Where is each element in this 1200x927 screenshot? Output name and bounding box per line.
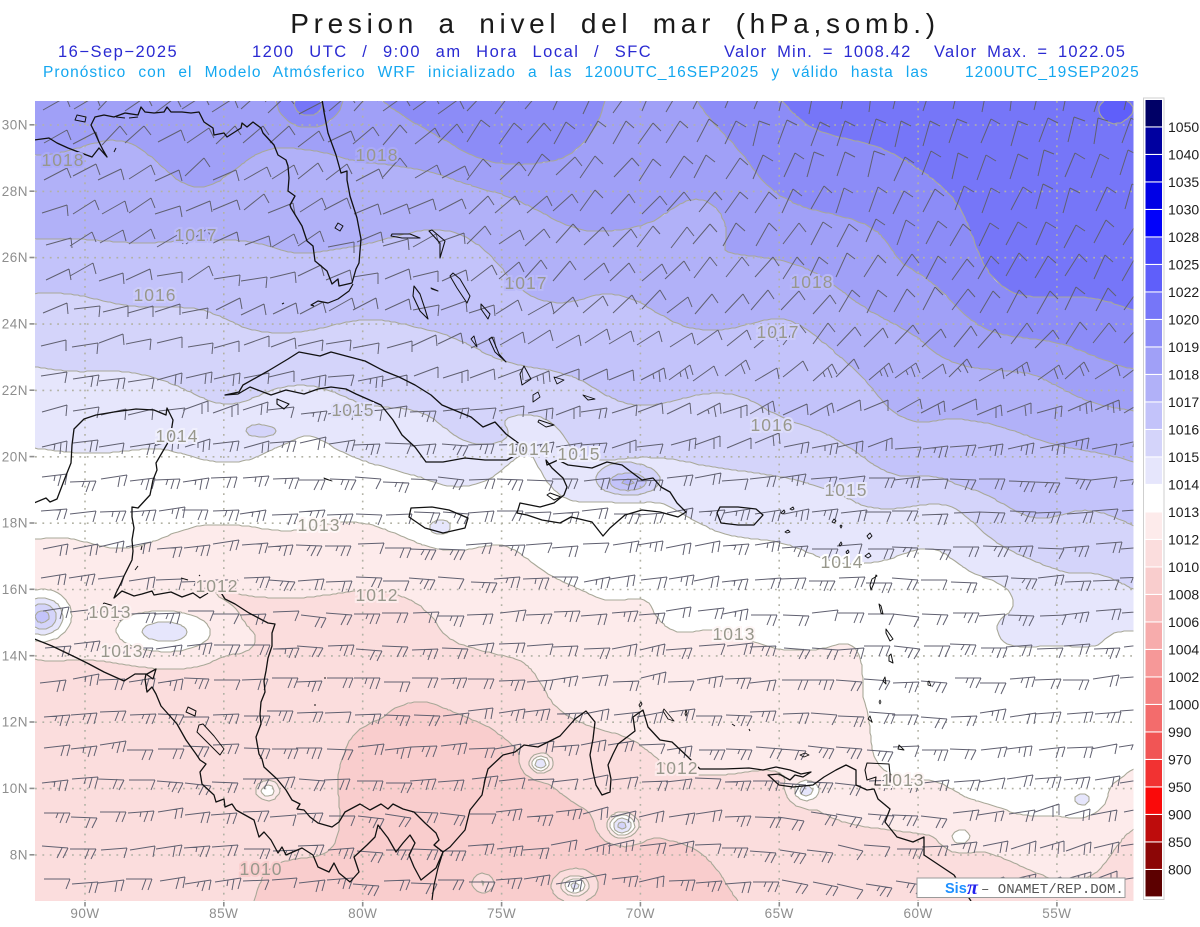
svg-text:1030: 1030: [1168, 202, 1199, 218]
svg-text:1014: 1014: [1168, 477, 1199, 493]
svg-text:1013: 1013: [298, 515, 341, 535]
svg-text:1016: 1016: [751, 415, 794, 435]
svg-text:75W: 75W: [487, 906, 516, 921]
svg-text:85W: 85W: [209, 906, 238, 921]
svg-text:1012: 1012: [1168, 532, 1199, 548]
svg-text:800: 800: [1168, 862, 1192, 878]
svg-text:– ONAMET/REP.DOM.: – ONAMET/REP.DOM.: [981, 882, 1124, 898]
svg-text:20N: 20N: [2, 449, 28, 464]
svg-text:22N: 22N: [2, 383, 28, 398]
svg-text:950: 950: [1168, 779, 1192, 795]
svg-text:1004: 1004: [1168, 642, 1199, 658]
svg-text:970: 970: [1168, 752, 1192, 768]
svg-text:1012: 1012: [196, 576, 239, 596]
svg-text:1017: 1017: [757, 322, 800, 342]
svg-text:1018: 1018: [791, 272, 834, 292]
svg-text:1022: 1022: [1168, 284, 1199, 300]
svg-text:24N: 24N: [2, 317, 28, 332]
svg-text:1012: 1012: [356, 585, 399, 605]
svg-text:1014: 1014: [508, 439, 551, 459]
svg-text:1028: 1028: [1168, 229, 1199, 245]
svg-text:30N: 30N: [2, 118, 28, 133]
svg-text:900: 900: [1168, 807, 1192, 823]
svg-text:1018: 1018: [1168, 367, 1199, 383]
svg-text:1008: 1008: [1168, 587, 1199, 603]
svg-text:1013: 1013: [713, 624, 756, 644]
svg-text:850: 850: [1168, 834, 1192, 850]
svg-text:1017: 1017: [505, 273, 548, 293]
svg-text:16N: 16N: [2, 582, 28, 597]
svg-text:Sis: Sis: [945, 881, 967, 897]
svg-text:1000: 1000: [1168, 697, 1199, 713]
svg-text:990: 990: [1168, 724, 1192, 740]
svg-text:14N: 14N: [2, 648, 28, 663]
svg-text:65W: 65W: [765, 906, 794, 921]
svg-text:80W: 80W: [348, 906, 377, 921]
svg-text:1016: 1016: [134, 285, 177, 305]
svg-text:1010: 1010: [1168, 559, 1199, 575]
svg-text:1020: 1020: [1168, 312, 1199, 328]
svg-text:26N: 26N: [2, 250, 28, 265]
svg-text:1018: 1018: [42, 150, 85, 170]
svg-text:1035: 1035: [1168, 174, 1199, 190]
svg-text:12N: 12N: [2, 715, 28, 730]
svg-text:1013: 1013: [101, 641, 144, 661]
svg-text:90W: 90W: [70, 906, 99, 921]
svg-text:1014: 1014: [821, 552, 864, 572]
svg-text:1012: 1012: [656, 758, 699, 778]
svg-text:8N: 8N: [10, 848, 28, 863]
svg-text:28N: 28N: [2, 184, 28, 199]
svg-text:10N: 10N: [2, 781, 28, 796]
svg-text:1019: 1019: [1168, 339, 1199, 355]
svg-text:1014: 1014: [156, 426, 199, 446]
svg-text:1015: 1015: [558, 444, 601, 464]
svg-text:70W: 70W: [626, 906, 655, 921]
svg-text:1025: 1025: [1168, 257, 1199, 273]
svg-text:55W: 55W: [1042, 906, 1071, 921]
svg-text:1015: 1015: [332, 400, 375, 420]
svg-text:1002: 1002: [1168, 669, 1199, 685]
svg-text:18N: 18N: [2, 516, 28, 531]
svg-text:1013: 1013: [1168, 504, 1199, 520]
svg-text:1010: 1010: [240, 859, 283, 879]
svg-text:1050: 1050: [1168, 119, 1199, 135]
svg-text:60W: 60W: [903, 906, 932, 921]
svg-text:1016: 1016: [1168, 422, 1199, 438]
svg-text:1018: 1018: [356, 145, 399, 165]
svg-text:1006: 1006: [1168, 614, 1199, 630]
svg-text:1015: 1015: [825, 480, 868, 500]
svg-text:π: π: [967, 877, 979, 899]
svg-text:1017: 1017: [175, 225, 218, 245]
svg-text:1013: 1013: [89, 602, 132, 622]
svg-text:1040: 1040: [1168, 147, 1199, 163]
svg-text:1015: 1015: [1168, 449, 1199, 465]
svg-text:1017: 1017: [1168, 394, 1199, 410]
svg-text:1013: 1013: [882, 770, 925, 790]
